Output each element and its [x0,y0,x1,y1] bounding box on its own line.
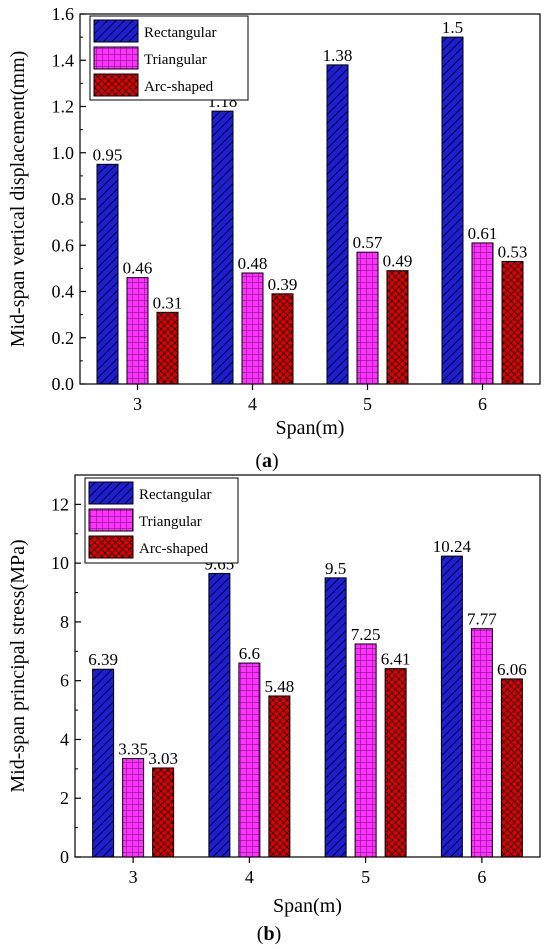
y-tick-label: 2 [60,788,69,808]
bar-arc-shaped-span-5 [386,270,409,385]
data-label: 0.49 [383,252,413,271]
data-label: 0.95 [93,145,123,164]
data-label: 3.03 [148,749,178,768]
legend-label: Rectangular [144,25,216,41]
bar-rectangular-span-6 [440,555,463,858]
bar-rectangular-span-5 [324,577,347,858]
y-axis-title: Mid-span vertical displacement(mm) [7,51,29,348]
x-tick-label: 3 [133,394,142,414]
y-tick-label: 0 [60,847,69,867]
panel-caption: (b) [257,923,281,945]
x-tick-label: 6 [477,867,486,887]
bar-rectangular-span-3 [92,668,115,858]
legend-swatch-triangular [88,508,134,532]
x-tick-label: 4 [245,867,254,887]
bar-triangular-span-5 [356,251,379,385]
y-tick-label: 0.4 [52,282,75,302]
data-label: 7.25 [351,625,381,644]
data-label: 10.24 [433,537,472,556]
y-tick-label: 0.6 [52,235,75,255]
x-axis-title: Span(m) [276,417,345,439]
data-label: 6.39 [88,650,118,669]
legend-swatch-triangular [93,46,139,70]
data-label: 5.48 [265,677,295,696]
legend-label: Triangular [144,52,207,68]
legend-swatch-arc-shaped [88,535,134,559]
bar-triangular-span-3 [126,277,149,385]
x-tick-label: 6 [478,394,487,414]
chart-panel-b: 6.399.65 9.510.243.356.67.257.773.035.486… [7,474,541,945]
y-tick-label: 1.2 [52,97,75,117]
bar-triangular-span-6 [471,242,494,385]
data-label: 0.53 [498,242,528,261]
bar-rectangular-span-4 [208,572,231,858]
bar-triangular-span-5 [354,643,377,858]
x-tick-label: 5 [361,867,370,887]
y-tick-label: 0.8 [52,189,75,209]
bar-arc-shaped-span-5 [384,668,407,858]
bar-arc-shaped-span-3 [156,311,179,385]
bar-triangular-span-4 [238,662,261,858]
y-tick-label: 1.4 [52,50,75,70]
bar-arc-shaped-span-6 [500,678,523,858]
bar-rectangular-span-3 [96,163,119,385]
bar-rectangular-span-5 [326,64,349,385]
bar-arc-shaped-span-6 [501,260,524,385]
legend-label: Arc-shaped [139,541,209,557]
x-tick-label: 4 [248,394,257,414]
legend-swatch-rectangular [93,19,139,43]
data-label: 0.39 [268,275,298,294]
y-tick-label: 0.0 [52,374,75,394]
bar-rectangular-span-6 [441,36,464,385]
bar-rectangular-span-4 [211,110,234,385]
y-tick-label: 10 [51,553,69,573]
panel-caption: (a) [255,450,278,472]
legend-label: Rectangular [139,487,211,503]
chart-panel-a: 0.951.181.381.50.46 0.480.57 0.610.310.390… [7,4,541,472]
data-label: 0.31 [153,293,183,312]
x-tick-label: 5 [363,394,372,414]
x-tick-label: 3 [129,867,138,887]
y-tick-label: 1.0 [52,143,75,163]
bar-arc-shaped-span-4 [271,293,294,385]
legend-swatch-arc-shaped [93,73,139,97]
data-label: 1.38 [323,46,353,65]
y-tick-label: 12 [51,494,69,514]
data-label: 9.5 [325,559,346,578]
y-tick-label: 1.6 [52,4,75,24]
data-label: 3.35 [118,740,148,759]
data-label: 0.57 [353,233,383,252]
data-label: 6.06 [497,660,527,679]
data-label: 0.46 [123,259,153,278]
bar-triangular-span-3 [122,758,145,858]
y-tick-label: 4 [60,729,69,749]
y-tick-label: 0.2 [52,328,75,348]
data-label: 1.5 [442,18,463,37]
plot-frame [74,474,541,858]
legend-label: Arc-shaped [144,79,214,95]
bar-arc-shaped-span-3 [152,767,175,858]
data-label: 6.41 [381,650,411,669]
y-tick-label: 6 [60,671,69,691]
bar-triangular-span-6 [470,628,493,858]
legend-swatch-rectangular [88,481,134,505]
data-label: 0.48 [238,254,268,273]
y-axis-title: Mid-span principal stress(MPa) [7,539,29,792]
bar-triangular-span-4 [241,272,264,385]
x-axis-title: Span(m) [273,895,342,917]
y-tick-label: 8 [60,612,69,632]
data-label: 0.61 [468,224,498,243]
data-label: 7.77 [467,610,497,629]
data-label: 6.6 [239,644,260,663]
bar-arc-shaped-span-4 [268,695,291,858]
legend-label: Triangular [139,514,202,530]
